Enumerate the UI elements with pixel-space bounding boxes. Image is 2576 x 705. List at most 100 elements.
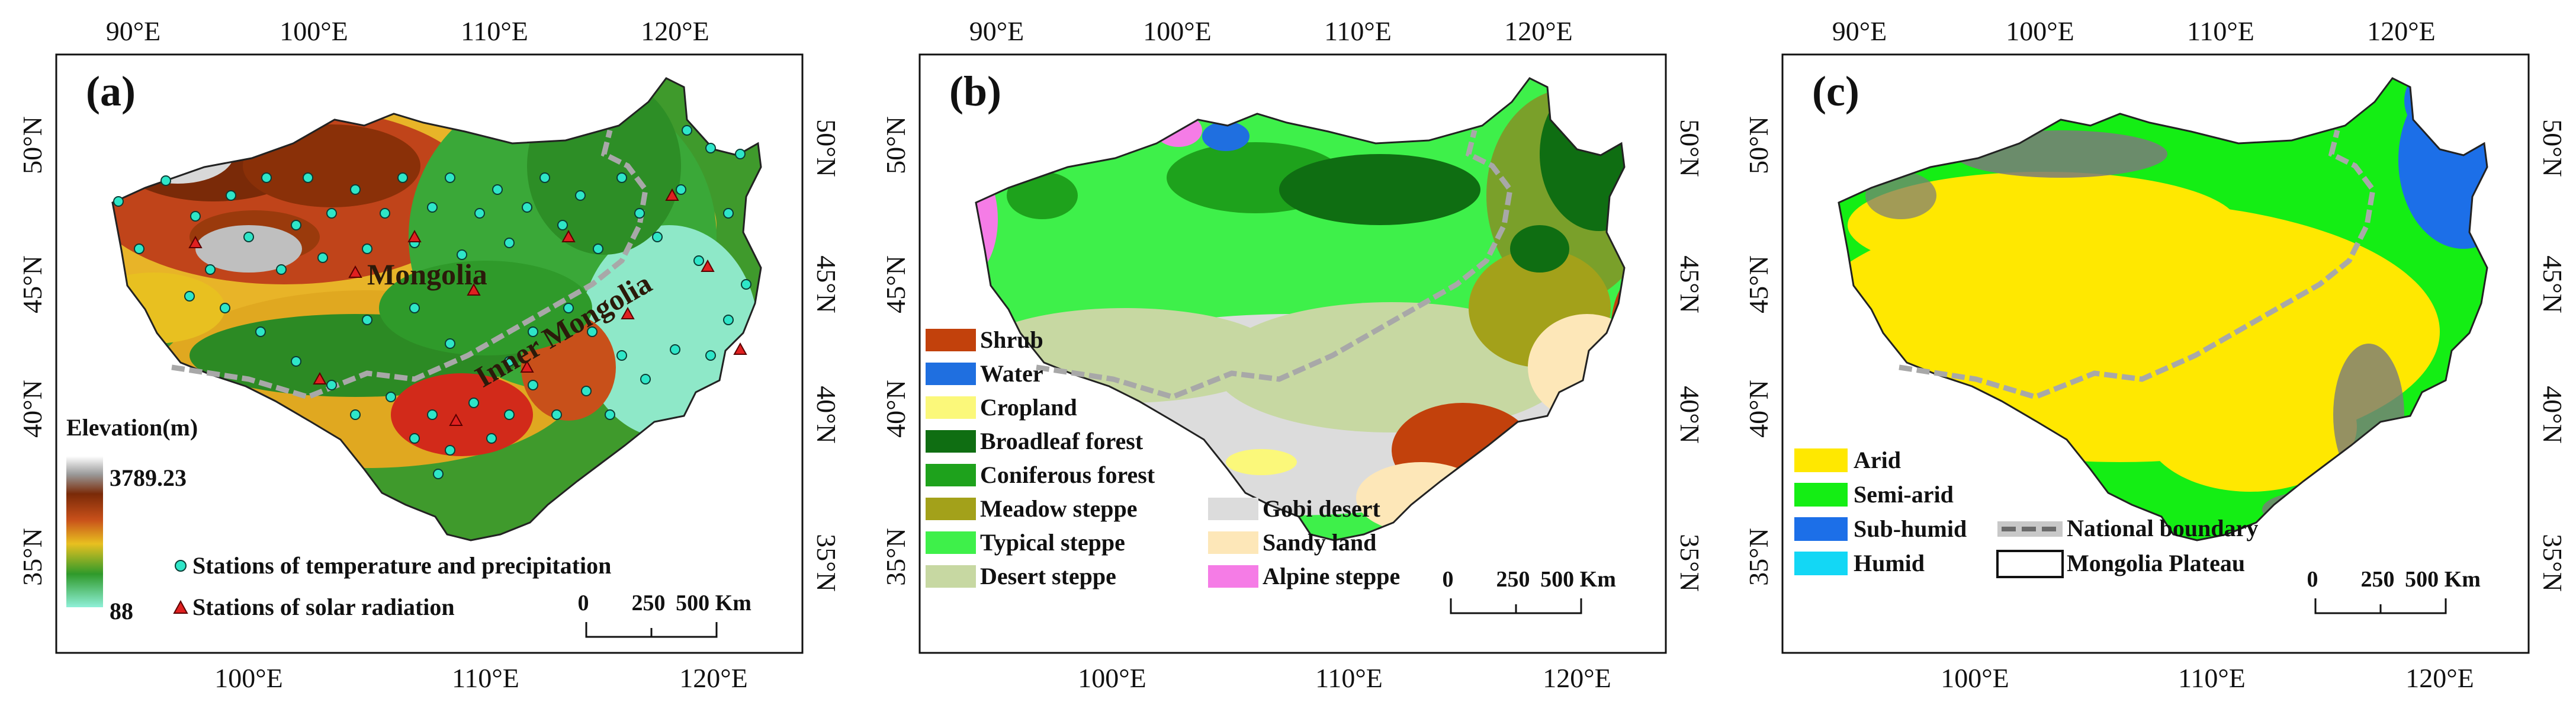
- swatch-arid: [1794, 448, 1848, 472]
- plateau-swatch: [1996, 550, 2064, 578]
- swatch-desert-steppe: [926, 565, 976, 588]
- panel-c-bottom-ticks: 100°E 110°E 120°E: [1941, 663, 2474, 693]
- panel-a-top-ticks: 90°E 100°E 110°E 120°E: [106, 16, 709, 46]
- svg-text:120°E: 120°E: [679, 663, 748, 693]
- svg-text:120°E: 120°E: [1504, 16, 1573, 46]
- svg-text:100°E: 100°E: [1941, 663, 2009, 693]
- legend-typical: Typical steppe: [980, 529, 1125, 556]
- legend-arid: Arid: [1854, 447, 1901, 473]
- panel-a-map: [111, 77, 762, 541]
- svg-text:40°N: 40°N: [2538, 386, 2568, 444]
- swatch-typical: [926, 531, 976, 554]
- svg-text:100°E: 100°E: [1143, 16, 1212, 46]
- temperature-precipitation-stations: [113, 125, 751, 479]
- svg-text:110°E: 110°E: [1324, 16, 1392, 46]
- panel-b-label: (b): [949, 68, 1001, 115]
- panel-a-right-ticks: 50°N 45°N 40°N 35°N: [811, 119, 841, 592]
- swatch-water: [926, 363, 976, 385]
- panel-b-scale-bar: 0 250 500 Km: [1443, 567, 1616, 614]
- svg-text:45°N: 45°N: [811, 255, 841, 313]
- svg-text:500 Km: 500 Km: [676, 591, 751, 616]
- svg-text:120°E: 120°E: [641, 16, 709, 46]
- panel-a-label: (a): [86, 68, 136, 115]
- legend-humid: Humid: [1854, 550, 1925, 576]
- panel-b-right-ticks: 50°N 45°N 40°N 35°N: [1675, 119, 1705, 592]
- svg-text:110°E: 110°E: [1315, 663, 1383, 693]
- svg-text:110°E: 110°E: [2187, 16, 2254, 46]
- panel-a-bottom-ticks: 100°E 110°E 120°E: [214, 663, 748, 693]
- svg-text:45°N: 45°N: [2538, 255, 2568, 313]
- svg-text:120°E: 120°E: [1543, 663, 1611, 693]
- svg-text:500 Km: 500 Km: [1540, 567, 1616, 592]
- panel-c-top-ticks: 90°E 100°E 110°E 120°E: [1832, 16, 2436, 46]
- panel-b-top-ticks: 90°E 100°E 110°E 120°E: [969, 16, 1573, 46]
- panel-a-left-ticks: 50°N 45°N 40°N 35°N: [17, 116, 47, 586]
- panel-c-legend: Arid Semi-arid Sub-humid Humid National …: [1794, 447, 2258, 578]
- panel-c-left-ticks: 50°N 45°N 40°N 35°N: [1743, 116, 1774, 586]
- swatch-gobi: [1208, 498, 1258, 520]
- svg-text:0: 0: [1443, 567, 1454, 592]
- elevation-max-label: 3789.23: [110, 464, 187, 491]
- panel-a: Mongolia Inner Mongolia (a) Elevation(m)…: [17, 16, 841, 693]
- legend-sub-humid: Sub-humid: [1854, 515, 1967, 542]
- circle-marker-icon: [175, 560, 187, 572]
- svg-text:45°N: 45°N: [17, 255, 47, 313]
- national-boundary: [1899, 129, 2376, 400]
- panel-b: (b) Shrub Water Cropland Broadleaf fores…: [881, 16, 1705, 693]
- swatch-sub-humid: [1794, 517, 1848, 541]
- elevation-legend-title: Elevation(m): [66, 414, 198, 441]
- legend-coniferous: Coniferous forest: [980, 462, 1155, 488]
- svg-text:110°E: 110°E: [2178, 663, 2246, 693]
- elevation-colorbar: [66, 456, 103, 607]
- triangle-marker-icon: [173, 600, 188, 614]
- legend-sandy: Sandy land: [1263, 529, 1376, 556]
- swatch-alpine: [1208, 565, 1258, 588]
- legend-semi-arid: Semi-arid: [1854, 481, 1954, 508]
- svg-text:120°E: 120°E: [2405, 663, 2474, 693]
- legend-water: Water: [980, 360, 1043, 387]
- region-label-mongolia: Mongolia: [367, 258, 487, 291]
- svg-text:90°E: 90°E: [1832, 16, 1887, 46]
- panel-c-right-ticks: 50°N 45°N 40°N 35°N: [2538, 119, 2568, 592]
- swatch-coniferous: [926, 464, 976, 486]
- svg-text:90°E: 90°E: [106, 16, 161, 46]
- panel-a-scale-bar: 0 250 500 Km: [578, 591, 751, 638]
- panel-b-legend-right: Gobi desert Sandy land Alpine steppe: [1208, 495, 1400, 589]
- swatch-shrub: [926, 329, 976, 351]
- svg-text:250: 250: [2361, 567, 2395, 592]
- legend-desert-steppe: Desert steppe: [980, 563, 1116, 589]
- swatch-meadow: [926, 498, 976, 520]
- svg-text:100°E: 100°E: [214, 663, 283, 693]
- legend-temp-stations: Stations of temperature and precipitatio…: [192, 552, 611, 579]
- legend-meadow: Meadow steppe: [980, 495, 1138, 522]
- legend-national-boundary: National boundary: [2067, 515, 2258, 541]
- swatch-cropland: [926, 396, 976, 419]
- swatch-broadleaf: [926, 430, 976, 453]
- elevation-min-label: 88: [110, 598, 133, 624]
- legend-mongolia-plateau: Mongolia Plateau: [2067, 550, 2245, 576]
- swatch-semi-arid: [1794, 483, 1848, 507]
- svg-text:90°E: 90°E: [969, 16, 1024, 46]
- panel-c: (c) Arid Semi-arid Sub-humid Humid Natio…: [1743, 16, 2568, 693]
- svg-text:40°N: 40°N: [811, 386, 841, 444]
- svg-text:110°E: 110°E: [461, 16, 528, 46]
- svg-text:50°N: 50°N: [1743, 116, 1774, 174]
- svg-text:40°N: 40°N: [1675, 386, 1705, 444]
- panel-b-legend-left: Shrub Water Cropland Broadleaf forest Co…: [926, 326, 1155, 589]
- svg-text:35°N: 35°N: [811, 534, 841, 592]
- svg-text:50°N: 50°N: [1675, 119, 1705, 177]
- svg-text:0: 0: [2307, 567, 2318, 592]
- svg-text:50°N: 50°N: [881, 116, 911, 174]
- panel-c-label: (c): [1812, 68, 1859, 115]
- svg-text:45°N: 45°N: [1675, 255, 1705, 313]
- svg-text:100°E: 100°E: [1078, 663, 1146, 693]
- swatch-sandy: [1208, 531, 1258, 554]
- svg-text:45°N: 45°N: [1743, 255, 1774, 313]
- svg-text:45°N: 45°N: [881, 255, 911, 313]
- swatch-humid: [1794, 552, 1848, 575]
- svg-text:40°N: 40°N: [17, 380, 47, 438]
- svg-text:35°N: 35°N: [17, 528, 47, 586]
- svg-text:110°E: 110°E: [452, 663, 519, 693]
- svg-text:120°E: 120°E: [2367, 16, 2436, 46]
